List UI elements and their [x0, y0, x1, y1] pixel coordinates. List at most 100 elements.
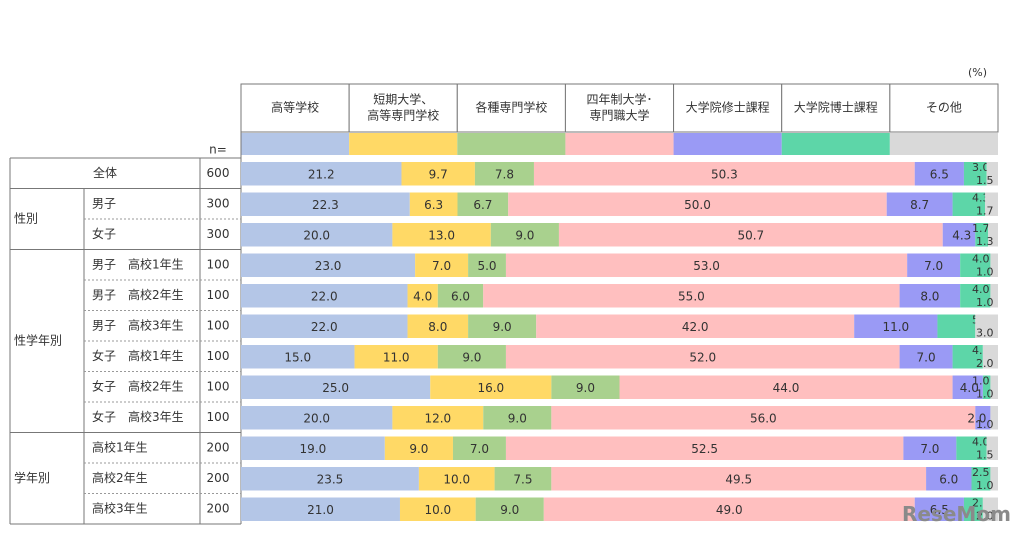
data-label: 10.0: [443, 472, 470, 486]
row-n: 100: [207, 379, 230, 393]
data-label: 22.0: [311, 320, 338, 334]
bar-segment: [407, 314, 469, 338]
category-label: 大学院博士課程: [794, 100, 878, 115]
row-label: 女子 高校1年生: [92, 348, 184, 363]
data-label: 7.0: [432, 259, 451, 273]
row-n: 200: [207, 501, 230, 515]
data-label: 50.0: [684, 198, 711, 212]
data-label: 7.5: [513, 472, 532, 486]
bar-segment: [241, 253, 416, 277]
bar-segment: [963, 162, 987, 186]
row-label: 女子 高校3年生: [92, 409, 184, 424]
bar-segment: [952, 345, 983, 369]
legend-swatch: [781, 133, 890, 155]
bar-segment: [899, 284, 961, 308]
data-label: 22.0: [311, 289, 338, 303]
bar-segment: [437, 284, 484, 308]
bar-segment: [241, 223, 393, 247]
bar-segment: [551, 406, 976, 430]
data-label: 4.0: [972, 436, 990, 449]
bar-segment: [241, 497, 400, 521]
bar-segment: [903, 436, 957, 460]
bar-segment: [536, 314, 855, 338]
bar-segment: [241, 375, 431, 399]
bar-segment: [241, 314, 408, 338]
data-label: 1.7: [976, 205, 994, 218]
data-label: 4.3: [952, 228, 971, 242]
bar-segment: [956, 436, 987, 460]
data-label: 1.0: [972, 375, 990, 388]
data-label: 4.0: [972, 253, 990, 266]
bar-segment: [241, 345, 355, 369]
group-label: 性別: [14, 212, 38, 226]
bar-segment: [543, 497, 915, 521]
row-n: 100: [207, 349, 230, 363]
bar-segment: [551, 375, 620, 399]
data-label: 7.0: [924, 259, 943, 273]
data-label: 12.0: [424, 411, 451, 425]
data-label: 2.5: [972, 466, 990, 479]
row-label: 男子 高校2年生: [92, 287, 184, 302]
data-label: 9.0: [500, 503, 519, 517]
data-label: 6.0: [939, 472, 958, 486]
bar-segment: [483, 284, 900, 308]
data-label: 4.3: [972, 192, 990, 205]
legend-swatch: [565, 133, 674, 155]
bar-segment: [960, 284, 991, 308]
category-label: 専門職大学: [589, 108, 649, 123]
row-label: 男子 高校3年生: [92, 317, 184, 332]
bar-segment: [886, 192, 953, 216]
data-label: 52.5: [691, 442, 718, 456]
data-label: 7.0: [920, 442, 939, 456]
bar-segment: [558, 223, 943, 247]
category-label: 短期大学、: [373, 92, 433, 107]
bar-segment: [508, 192, 887, 216]
legend-swatch: [241, 133, 350, 155]
data-label: 50.3: [711, 167, 738, 181]
row-n: 600: [207, 166, 230, 180]
bar-segment: [975, 406, 991, 430]
data-label: 9.0: [493, 320, 512, 334]
data-label: 6.5: [930, 167, 949, 181]
data-label: 10.0: [424, 503, 451, 517]
data-label: 42.0: [682, 320, 709, 334]
bar-segment: [494, 467, 552, 491]
row-label: 高校3年生: [92, 500, 148, 515]
bar-segment: [926, 467, 972, 491]
data-label: 25.0: [322, 381, 349, 395]
watermark-logo: ReseMom: [902, 502, 1011, 526]
data-label: 1.3: [976, 235, 994, 248]
data-label: 55.0: [678, 289, 705, 303]
data-label: 9.0: [462, 350, 481, 364]
data-label: 9.0: [515, 228, 534, 242]
bar-segment: [551, 467, 927, 491]
row-label: 女子 高校2年生: [92, 378, 184, 393]
bar-segment: [490, 223, 559, 247]
bar-segment: [468, 253, 506, 277]
data-label: 6.7: [473, 198, 492, 212]
data-label: 21.0: [307, 503, 334, 517]
data-label: 8.0: [428, 320, 447, 334]
row-n: 100: [207, 410, 230, 424]
bar-segment: [990, 253, 998, 277]
data-label: 22.3: [312, 198, 339, 212]
bar-segment: [619, 375, 953, 399]
data-label: 4.0: [413, 289, 432, 303]
data-label: 13.0: [428, 228, 455, 242]
data-label: 49.0: [716, 503, 743, 517]
bar-segment: [990, 467, 998, 491]
data-label: 52.0: [689, 350, 716, 364]
bar-segment: [986, 162, 998, 186]
row-n: 300: [207, 196, 230, 210]
row-label: 男子: [92, 196, 116, 210]
data-label: 1.0: [976, 418, 994, 431]
bar-segment: [963, 497, 983, 521]
data-label: 49.5: [725, 472, 752, 486]
category-label: その他: [926, 101, 962, 115]
bar-segment: [505, 253, 908, 277]
row-label: 高校1年生: [92, 439, 148, 454]
data-label: 9.0: [409, 442, 428, 456]
legend-swatch: [349, 133, 458, 155]
data-label: 2.0: [967, 411, 986, 425]
data-label: 4.0: [960, 381, 979, 395]
